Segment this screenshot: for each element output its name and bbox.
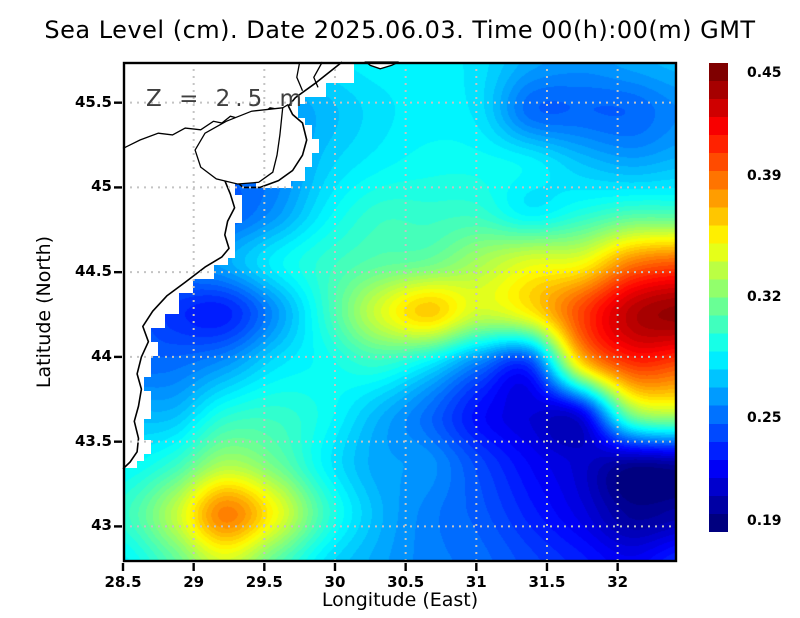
delta-channel <box>296 61 304 92</box>
y-tick-label: 43 <box>91 516 112 535</box>
y-axis-label: Latitude (North) <box>33 235 55 389</box>
x-tick-label: 32 <box>607 573 629 591</box>
x-tick-label: 29 <box>183 573 205 591</box>
colorbar <box>709 63 728 532</box>
x-tick-label: 31 <box>465 573 487 591</box>
colorbar-tick-label: 0.32 <box>747 289 782 305</box>
colorbar-tick-label: 0.39 <box>747 168 782 185</box>
x-tick-label: 29.5 <box>245 573 283 591</box>
chart-title: Sea Level (cm). Date 2025.06.03. Time 00… <box>44 16 756 44</box>
y-tick-label: 43.5 <box>74 431 112 450</box>
y-tick-label: 45.5 <box>74 92 112 111</box>
x-tick-label: 30.5 <box>387 573 425 591</box>
y-tick-label: 44.5 <box>74 262 112 281</box>
lagoon-contour <box>194 107 284 185</box>
colorbar-tick-label: 0.19 <box>747 513 782 529</box>
y-tick-label: 44 <box>91 346 112 365</box>
colorbar-tick-label: 0.25 <box>747 409 782 426</box>
y-tick-label: 45 <box>91 177 112 196</box>
x-tick-label: 31.5 <box>528 573 566 591</box>
delta-channel <box>313 61 323 88</box>
colorbar-tick-label: 0.45 <box>747 65 782 81</box>
x-tick-label: 30 <box>324 573 346 591</box>
plot-frame <box>122 61 678 563</box>
x-tick-label: 28.5 <box>104 573 142 591</box>
depth-annotation: Z = 2.5 m <box>146 86 307 112</box>
x-axis-label: Longitude (East) <box>321 589 479 611</box>
coastline <box>122 61 343 470</box>
